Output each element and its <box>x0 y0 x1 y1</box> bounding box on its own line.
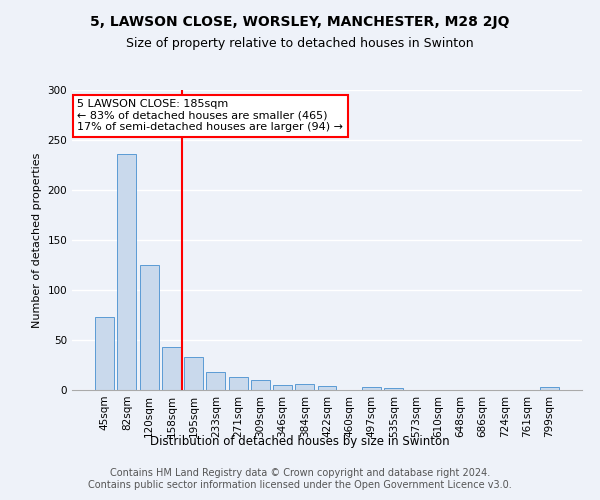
Bar <box>384 388 403 390</box>
Bar <box>162 347 181 390</box>
Text: Distribution of detached houses by size in Swinton: Distribution of detached houses by size … <box>150 435 450 448</box>
Bar <box>95 317 114 390</box>
Bar <box>184 357 203 390</box>
Bar <box>295 384 314 390</box>
Bar <box>118 154 136 390</box>
Bar <box>140 265 158 390</box>
Bar <box>229 377 248 390</box>
Y-axis label: Number of detached properties: Number of detached properties <box>32 152 42 328</box>
Bar <box>206 372 225 390</box>
Text: Contains HM Land Registry data © Crown copyright and database right 2024.
Contai: Contains HM Land Registry data © Crown c… <box>88 468 512 490</box>
Bar <box>251 380 270 390</box>
Bar <box>540 387 559 390</box>
Bar <box>317 386 337 390</box>
Text: 5, LAWSON CLOSE, WORSLEY, MANCHESTER, M28 2JQ: 5, LAWSON CLOSE, WORSLEY, MANCHESTER, M2… <box>90 15 510 29</box>
Text: 5 LAWSON CLOSE: 185sqm
← 83% of detached houses are smaller (465)
17% of semi-de: 5 LAWSON CLOSE: 185sqm ← 83% of detached… <box>77 99 343 132</box>
Bar <box>273 385 292 390</box>
Text: Size of property relative to detached houses in Swinton: Size of property relative to detached ho… <box>126 38 474 51</box>
Bar <box>362 387 381 390</box>
